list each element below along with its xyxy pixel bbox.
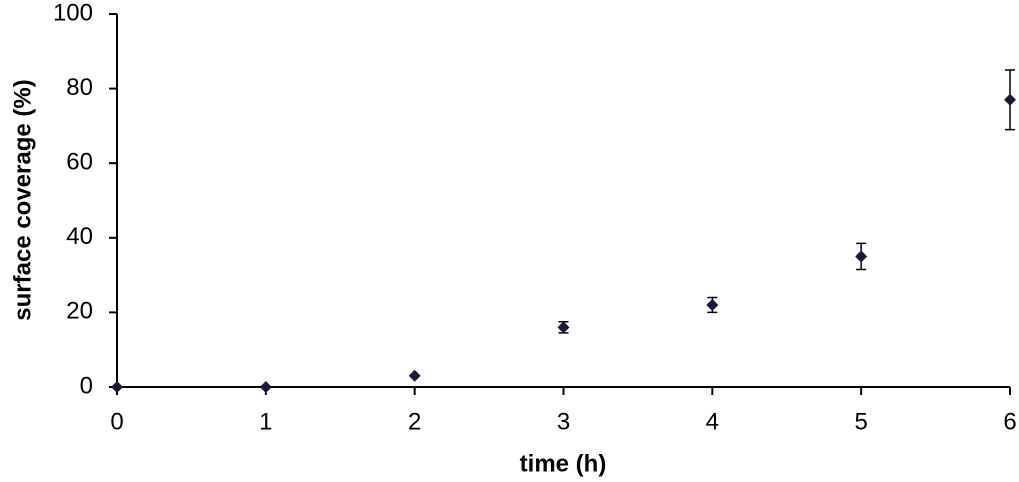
y-tick-label: 100 (53, 0, 93, 26)
x-tick-label: 2 (408, 408, 421, 435)
x-tick-label: 1 (259, 408, 272, 435)
y-tick-label: 20 (66, 298, 93, 325)
data-point (111, 381, 123, 393)
x-tick-label: 4 (706, 408, 719, 435)
x-tick-label: 0 (110, 408, 123, 435)
y-tick-label: 60 (66, 149, 93, 176)
y-tick-label: 0 (80, 372, 93, 399)
x-axis-label: time (h) (520, 450, 607, 477)
data-point (1004, 93, 1016, 106)
x-tick-label: 5 (854, 408, 867, 435)
data-point (706, 298, 719, 311)
y-tick-label: 80 (66, 74, 93, 101)
x-tick-label: 3 (557, 408, 570, 435)
data-point (557, 321, 570, 334)
y-axis-label: surface coverage (%) (9, 79, 36, 320)
data-point (855, 250, 868, 263)
x-tick-label: 6 (1003, 408, 1016, 435)
data-point (408, 369, 421, 382)
y-tick-label: 40 (66, 223, 93, 250)
data-point (259, 381, 272, 393)
